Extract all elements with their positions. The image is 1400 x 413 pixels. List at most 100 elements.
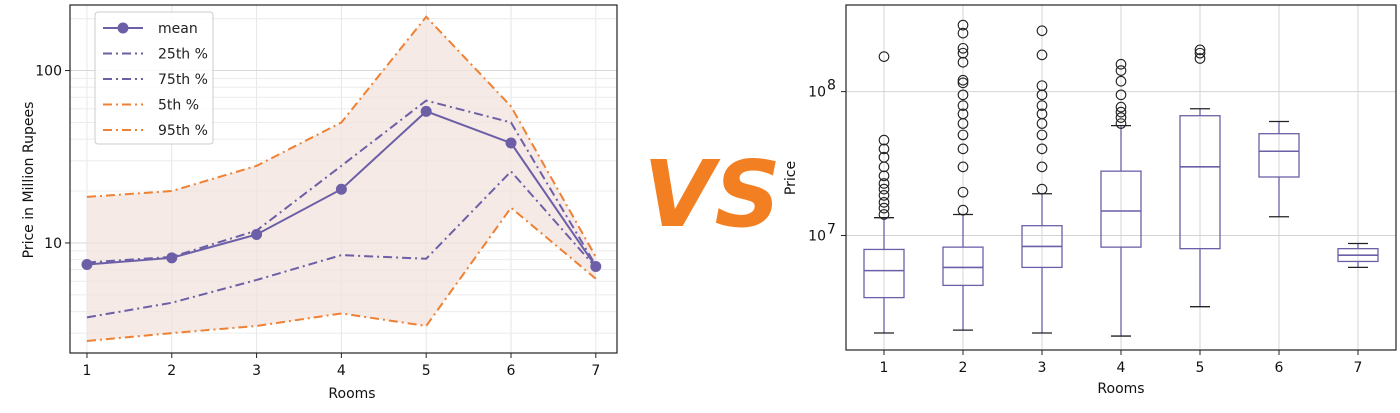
- right-y-tick-label: 10: [808, 228, 826, 244]
- right-grid: [846, 5, 1396, 350]
- box-outlier: [957, 204, 969, 216]
- mean-point: [335, 183, 347, 195]
- legend-label: 95th %: [158, 123, 208, 139]
- mean-point: [505, 137, 517, 149]
- box-outlier: [1036, 49, 1048, 61]
- box-outlier: [1036, 143, 1048, 155]
- box-outlier: [1036, 129, 1048, 141]
- box-outlier: [878, 143, 890, 155]
- box-outlier: [1036, 80, 1048, 92]
- box-outlier: [957, 77, 969, 89]
- box-body: [1179, 115, 1221, 250]
- box-outlier: [957, 89, 969, 101]
- box-outlier: [878, 51, 890, 63]
- left-x-tick-label: 2: [167, 363, 176, 379]
- box-outlier: [878, 178, 890, 189]
- box-outlier: [957, 42, 969, 54]
- box-outlier: [957, 161, 969, 173]
- box-outlier: [1115, 118, 1127, 129]
- box-outlier: [957, 47, 969, 59]
- box-outlier: [878, 134, 890, 146]
- left-x-tick-label: 3: [252, 363, 261, 379]
- box-outlier: [1036, 108, 1048, 120]
- right-y-tick-exponent: 7: [827, 221, 836, 237]
- percentile-band-fill: [86, 16, 596, 341]
- box-outlier: [1036, 100, 1048, 111]
- legend-label: 25th %: [158, 47, 208, 63]
- box-outlier: [1194, 47, 1206, 59]
- right-x-tick-label: 4: [1117, 360, 1126, 376]
- mean-point: [166, 252, 178, 264]
- box-outlier: [878, 151, 890, 163]
- left-x-tick-label: 1: [83, 363, 92, 379]
- right-x-tick-label: 7: [1354, 360, 1363, 376]
- right-x-tick-label: 5: [1196, 360, 1205, 376]
- left-legend: mean 25th % 75th % 5th % 95th %: [94, 11, 214, 145]
- right-x-ticks: 1 2 3 4 5 6 7: [880, 350, 1363, 376]
- right-y-tick-exponent: 8: [827, 78, 836, 94]
- box-outlier: [1115, 112, 1127, 123]
- box-outlier: [878, 202, 890, 214]
- left-x-tick-label: 6: [507, 363, 516, 379]
- box-outlier: [1036, 25, 1048, 37]
- box-outlier: [957, 143, 969, 155]
- box-outlier: [957, 19, 969, 31]
- right-x-tick-label: 1: [880, 360, 889, 376]
- left-series-group: [81, 15, 602, 342]
- box-outlier: [878, 183, 890, 195]
- box-outlier: [1115, 65, 1127, 76]
- box-outlier: [878, 196, 890, 208]
- box-outlier: [957, 186, 969, 198]
- box-outlier: [1115, 106, 1127, 118]
- box-body: [1100, 170, 1142, 248]
- legend-label: 75th %: [158, 72, 208, 88]
- series-line-95th-: [86, 15, 597, 258]
- box-outlier: [957, 129, 969, 141]
- left-x-tick-label: 5: [422, 363, 431, 379]
- box-outlier: [878, 190, 890, 201]
- right-x-tick-label: 6: [1275, 360, 1284, 376]
- box-outlier: [1194, 53, 1206, 64]
- left-y-axis-label: Price in Million Rupees: [21, 102, 37, 259]
- left-x-axis-label: Rooms: [328, 386, 375, 402]
- legend-label: mean: [158, 21, 198, 37]
- box-body: [1258, 133, 1300, 178]
- left-y-tick-label: 100: [35, 64, 62, 80]
- right-boxes-group: [863, 19, 1379, 337]
- box-body: [863, 248, 905, 299]
- vs-label: VS: [643, 141, 780, 248]
- legend-box: [94, 11, 214, 145]
- mean-point: [251, 228, 263, 240]
- box-outlier: [1115, 101, 1127, 113]
- line-chart-price-by-rooms: 1 2 3 4 5 6 7 10 100 Rooms Price in Million Rup…: [21, 4, 618, 402]
- box-outlier: [1115, 75, 1127, 87]
- mean-point: [590, 261, 602, 273]
- right-x-tick-label: 3: [1038, 360, 1047, 376]
- mean-point: [420, 105, 432, 117]
- left-y-tick-label: 10: [44, 236, 62, 252]
- legend-label: 5th %: [158, 98, 199, 114]
- left-y-ticks: 10 100: [35, 64, 70, 252]
- box-outlier: [957, 100, 969, 111]
- box-outlier: [878, 170, 890, 182]
- right-y-axis-label: Price: [783, 161, 799, 195]
- box-body: [942, 246, 984, 287]
- box-outlier: [1115, 58, 1127, 70]
- box-outlier: [878, 209, 890, 220]
- box-outlier: [1115, 89, 1127, 101]
- left-x-tick-label: 7: [591, 363, 600, 379]
- left-x-tick-label: 4: [337, 363, 346, 379]
- box-outlier: [1036, 183, 1048, 195]
- mean-point: [81, 258, 93, 270]
- box-outlier: [1036, 161, 1048, 173]
- legend-marker: [117, 22, 129, 34]
- box-outlier: [1194, 44, 1206, 56]
- right-x-tick-label: 2: [959, 360, 968, 376]
- right-x-axis-label: Rooms: [1097, 381, 1144, 397]
- box-outlier: [957, 27, 969, 39]
- box-outlier: [957, 108, 969, 120]
- left-x-ticks: 1 2 3 4 5 6 7: [83, 353, 600, 379]
